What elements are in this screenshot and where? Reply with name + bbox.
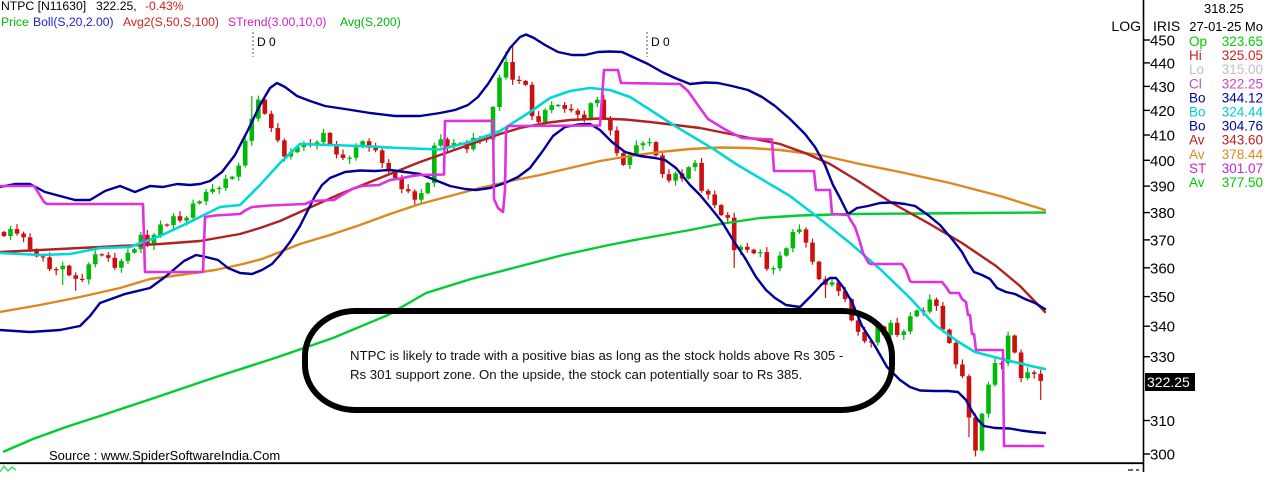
svg-text:315.00: 315.00 (1222, 62, 1263, 77)
svg-text:Bo: Bo (1189, 105, 1206, 120)
svg-text:324.44: 324.44 (1222, 105, 1264, 120)
svg-text:Rs 301 support zone. On the up: Rs 301 support zone. On the upside, the … (350, 367, 802, 382)
svg-text:27-01-25 Mo: 27-01-25 Mo (1189, 19, 1263, 34)
svg-text:430: 430 (1150, 79, 1175, 96)
svg-text:400: 400 (1150, 153, 1175, 170)
svg-text:300: 300 (1150, 447, 1175, 464)
svg-text:330: 330 (1150, 349, 1175, 366)
svg-text:323.65: 323.65 (1222, 34, 1263, 49)
svg-text:340: 340 (1150, 319, 1175, 336)
svg-text:ST: ST (1189, 161, 1206, 176)
svg-text:Op: Op (1189, 34, 1207, 49)
svg-text:NTPC is likely to trade with a: NTPC is likely to trade with a positive … (350, 348, 843, 363)
svg-text:343.60: 343.60 (1222, 133, 1263, 148)
svg-text:Source : www.SpiderSoftwareInd: Source : www.SpiderSoftwareIndia.Com (49, 448, 280, 463)
svg-text:360: 360 (1150, 260, 1175, 277)
svg-text:380: 380 (1150, 205, 1175, 222)
svg-text:378.44: 378.44 (1222, 147, 1264, 162)
svg-text:Av: Av (1189, 147, 1205, 162)
svg-text:D 0: D 0 (651, 35, 670, 49)
svg-text:322.25: 322.25 (1222, 76, 1263, 91)
svg-text:370: 370 (1150, 232, 1175, 249)
svg-text:322.25: 322.25 (1147, 374, 1190, 390)
svg-text:325.05: 325.05 (1222, 48, 1263, 63)
svg-text:304.76: 304.76 (1222, 119, 1263, 134)
svg-text:318.25: 318.25 (1204, 1, 1244, 16)
svg-text:301.07: 301.07 (1222, 161, 1263, 176)
svg-text:D 0: D 0 (257, 35, 276, 49)
svg-text:Av: Av (1189, 175, 1205, 190)
svg-text:377.50: 377.50 (1222, 175, 1263, 190)
svg-text:350: 350 (1150, 289, 1175, 306)
svg-text:410: 410 (1150, 128, 1175, 145)
svg-text:420: 420 (1150, 103, 1175, 120)
svg-text:390: 390 (1150, 179, 1175, 196)
svg-text:440: 440 (1150, 55, 1175, 72)
svg-text:Hi: Hi (1189, 48, 1202, 63)
svg-text:Cl: Cl (1189, 76, 1202, 91)
svg-text:IRIS: IRIS (1153, 18, 1180, 34)
svg-text:Bo: Bo (1189, 119, 1206, 134)
svg-text:Av: Av (1189, 133, 1205, 148)
svg-text:344.12: 344.12 (1222, 90, 1263, 105)
svg-text:LOG: LOG (1111, 18, 1141, 34)
svg-text:450: 450 (1150, 33, 1175, 50)
svg-text:310: 310 (1150, 413, 1175, 430)
svg-text:Lo: Lo (1189, 62, 1204, 77)
svg-text:Bo: Bo (1189, 90, 1206, 105)
